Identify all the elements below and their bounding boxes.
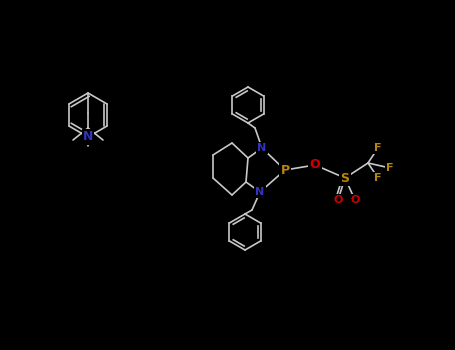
Text: F: F [386, 163, 394, 173]
Text: O: O [310, 159, 320, 172]
Text: F: F [374, 143, 382, 153]
Text: O: O [334, 195, 343, 205]
Text: N: N [255, 187, 265, 197]
Text: F: F [374, 173, 382, 183]
Text: N: N [258, 143, 267, 153]
Text: N: N [83, 131, 93, 144]
Text: S: S [340, 172, 349, 184]
Text: O: O [350, 195, 360, 205]
Text: P: P [280, 163, 289, 176]
